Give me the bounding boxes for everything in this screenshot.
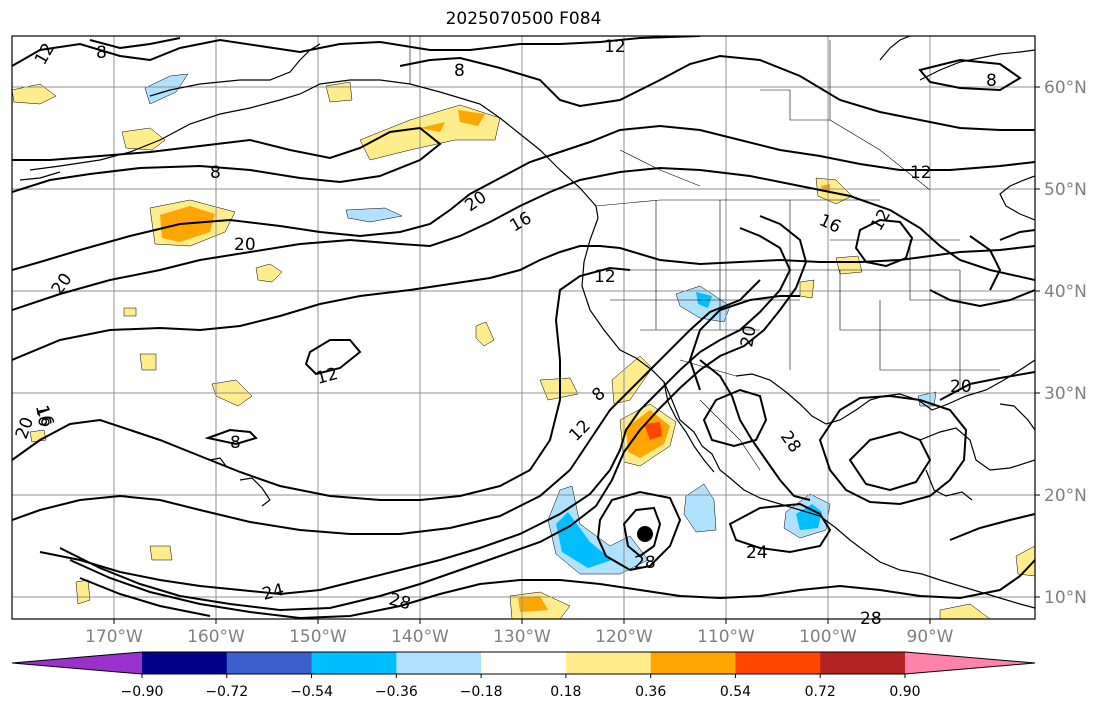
contour-label: 12 bbox=[604, 37, 626, 57]
contour-label: 24 bbox=[746, 543, 768, 563]
contours bbox=[12, 36, 1035, 619]
borders bbox=[409, 36, 1035, 471]
colorbar-tick-label: 0.18 bbox=[550, 684, 581, 700]
lat-label-10n: 10°N bbox=[1044, 588, 1087, 608]
colorbar-tick-label: −0.72 bbox=[205, 684, 248, 700]
shade-blob bbox=[420, 122, 445, 132]
lat-label-60n: 60°N bbox=[1044, 78, 1087, 98]
shading-layer bbox=[12, 73, 1035, 619]
contour-label: 20 bbox=[737, 324, 760, 349]
colorbar: −0.90 −0.72 −0.54 −0.36 −0.18 0.18 0.36 0.54 0.7… bbox=[11, 651, 1036, 700]
contour-label: 16 bbox=[816, 210, 844, 237]
map-area bbox=[12, 36, 1035, 619]
shade-blob bbox=[683, 483, 717, 533]
contour-label: 8 bbox=[230, 433, 241, 453]
shade-blob bbox=[325, 81, 353, 103]
colorbar-tick-label: −0.36 bbox=[375, 684, 418, 700]
contour-label: 28 bbox=[387, 590, 413, 615]
shade-blob bbox=[611, 355, 653, 405]
colorbar-extend-low bbox=[12, 652, 142, 674]
lon-label: 170°W bbox=[85, 627, 143, 647]
lon-label: 150°W bbox=[289, 627, 347, 647]
lat-label-50n: 50°N bbox=[1044, 180, 1087, 200]
shade-blob bbox=[121, 127, 166, 151]
shade-blob bbox=[939, 603, 991, 619]
contour-label: 20 bbox=[48, 270, 77, 299]
longitude-labels: 170°W 160°W 150°W 140°W 130°W 120°W 110°… bbox=[85, 627, 954, 647]
colorbar-swatch bbox=[311, 652, 397, 674]
colorbar-swatch bbox=[226, 652, 313, 674]
lat-label-30n: 30°N bbox=[1044, 384, 1087, 404]
shade-blob bbox=[12, 83, 57, 105]
contour-label: 20 bbox=[950, 377, 972, 397]
colorbar-tick-label: −0.54 bbox=[290, 684, 333, 700]
shade-blob bbox=[123, 307, 137, 317]
shade-blob bbox=[458, 110, 485, 126]
map-frame bbox=[11, 35, 1036, 620]
colorbar-swatch bbox=[650, 652, 736, 674]
contour-label: 12 bbox=[314, 364, 340, 389]
contour-label: 20 bbox=[234, 235, 256, 255]
shade-blob bbox=[149, 545, 173, 561]
contour-label: 16 bbox=[507, 208, 536, 236]
shade-blob bbox=[139, 353, 157, 371]
shade-blob bbox=[518, 596, 548, 612]
colorbar-swatch bbox=[142, 652, 228, 674]
colorbar-swatch bbox=[735, 652, 821, 674]
colorbar-tick-label: −0.18 bbox=[460, 684, 503, 700]
contour-label: 8 bbox=[986, 71, 997, 91]
contour-label: 8 bbox=[210, 163, 221, 183]
latitude-labels: 60°N 50°N 40°N 30°N 20°N 10°N bbox=[1044, 78, 1087, 608]
colorbar-tick-label: 0.90 bbox=[889, 684, 920, 700]
lon-label: 160°W bbox=[187, 627, 245, 647]
lat-label-40n: 40°N bbox=[1044, 282, 1087, 302]
colorbar-swatch bbox=[565, 652, 652, 674]
colorbar-swatch bbox=[396, 652, 482, 674]
contour-label: 16 bbox=[31, 403, 54, 428]
coastlines bbox=[19, 36, 1035, 609]
colorbar-tick-label: 0.54 bbox=[720, 684, 751, 700]
lon-label: 110°W bbox=[697, 627, 755, 647]
shade-blob bbox=[799, 279, 815, 299]
lon-label: 100°W bbox=[799, 627, 857, 647]
colorbar-tick-label: −0.90 bbox=[121, 684, 164, 700]
contour-label: 8 bbox=[454, 61, 465, 81]
shade-blob bbox=[144, 73, 189, 105]
shade-blob bbox=[1015, 545, 1035, 577]
lon-label: 90°W bbox=[907, 627, 954, 647]
colorbar-swatch bbox=[481, 652, 567, 674]
contour-label: 20 bbox=[461, 187, 490, 216]
contour-label: 28 bbox=[776, 427, 805, 456]
ticks bbox=[113, 86, 1040, 624]
shade-blob bbox=[75, 579, 91, 605]
colorbar-extend-high bbox=[905, 652, 1035, 674]
contour-label: 12 bbox=[910, 163, 932, 183]
shade-blob bbox=[644, 422, 662, 440]
contour-label: 8 bbox=[588, 384, 609, 406]
lon-label: 140°W bbox=[391, 627, 449, 647]
shade-blob bbox=[255, 263, 283, 283]
colorbar-tick-label: 0.72 bbox=[805, 684, 836, 700]
lat-label-20n: 20°N bbox=[1044, 486, 1087, 506]
cyclone-marker bbox=[637, 526, 653, 542]
figure-title: 2025070500 F084 bbox=[445, 9, 602, 29]
shade-blob bbox=[835, 255, 863, 275]
shade-blob bbox=[345, 207, 403, 223]
contour-label: 24 bbox=[260, 580, 286, 605]
lon-label: 130°W bbox=[493, 627, 551, 647]
contour-label: 12 bbox=[594, 267, 616, 287]
shade-blob bbox=[475, 321, 495, 347]
contour-label: 12 bbox=[31, 40, 59, 69]
contour-label: 28 bbox=[634, 553, 656, 573]
colorbar-swatch bbox=[820, 652, 906, 674]
contour-label: 8 bbox=[96, 43, 107, 63]
lon-label: 120°W bbox=[595, 627, 653, 647]
colorbar-tick-label: 0.36 bbox=[635, 684, 666, 700]
